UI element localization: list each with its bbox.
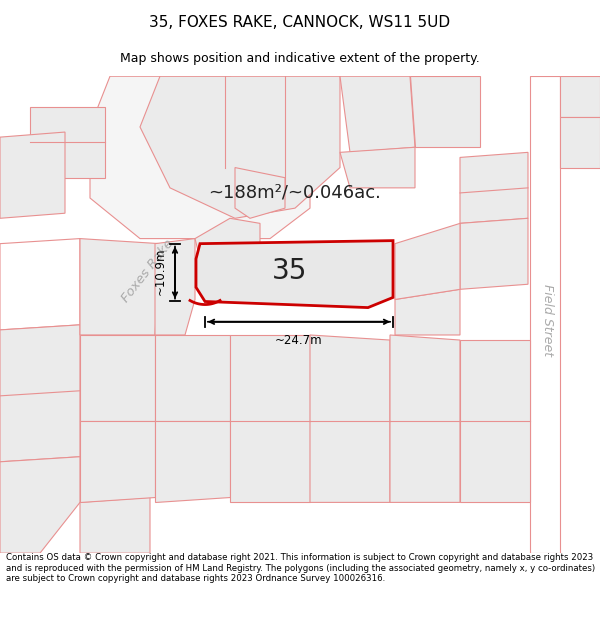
Polygon shape (340, 76, 415, 152)
Polygon shape (0, 457, 80, 553)
Text: ~10.9m: ~10.9m (154, 248, 167, 295)
Polygon shape (460, 152, 528, 223)
Text: Map shows position and indicative extent of the property.: Map shows position and indicative extent… (120, 52, 480, 65)
Polygon shape (196, 241, 393, 308)
Text: Field Street: Field Street (542, 284, 554, 356)
Polygon shape (230, 335, 310, 502)
Polygon shape (530, 76, 560, 553)
Polygon shape (80, 239, 160, 335)
Polygon shape (155, 239, 195, 335)
Polygon shape (0, 239, 80, 330)
Polygon shape (310, 335, 390, 502)
Polygon shape (395, 223, 460, 299)
Polygon shape (460, 218, 528, 289)
Text: 35: 35 (272, 257, 308, 285)
Polygon shape (0, 325, 80, 462)
Polygon shape (155, 335, 230, 421)
Polygon shape (395, 289, 460, 335)
Polygon shape (460, 340, 530, 502)
Polygon shape (155, 421, 230, 502)
Polygon shape (0, 132, 65, 218)
Polygon shape (340, 148, 415, 188)
Text: 35, FOXES RAKE, CANNOCK, WS11 5UD: 35, FOXES RAKE, CANNOCK, WS11 5UD (149, 15, 451, 30)
Polygon shape (390, 335, 460, 502)
Polygon shape (195, 218, 260, 279)
Polygon shape (80, 498, 150, 553)
Polygon shape (410, 76, 480, 148)
Polygon shape (30, 107, 105, 178)
Polygon shape (80, 421, 155, 502)
Text: Foxes Rake: Foxes Rake (119, 237, 176, 305)
Polygon shape (560, 117, 600, 168)
Text: ~188m²/~0.046ac.: ~188m²/~0.046ac. (209, 184, 382, 202)
Polygon shape (80, 335, 155, 421)
Polygon shape (235, 168, 285, 218)
Text: ~24.7m: ~24.7m (275, 334, 323, 347)
Polygon shape (140, 76, 340, 218)
Text: Contains OS data © Crown copyright and database right 2021. This information is : Contains OS data © Crown copyright and d… (6, 553, 595, 583)
Polygon shape (560, 76, 600, 117)
Polygon shape (90, 76, 310, 239)
